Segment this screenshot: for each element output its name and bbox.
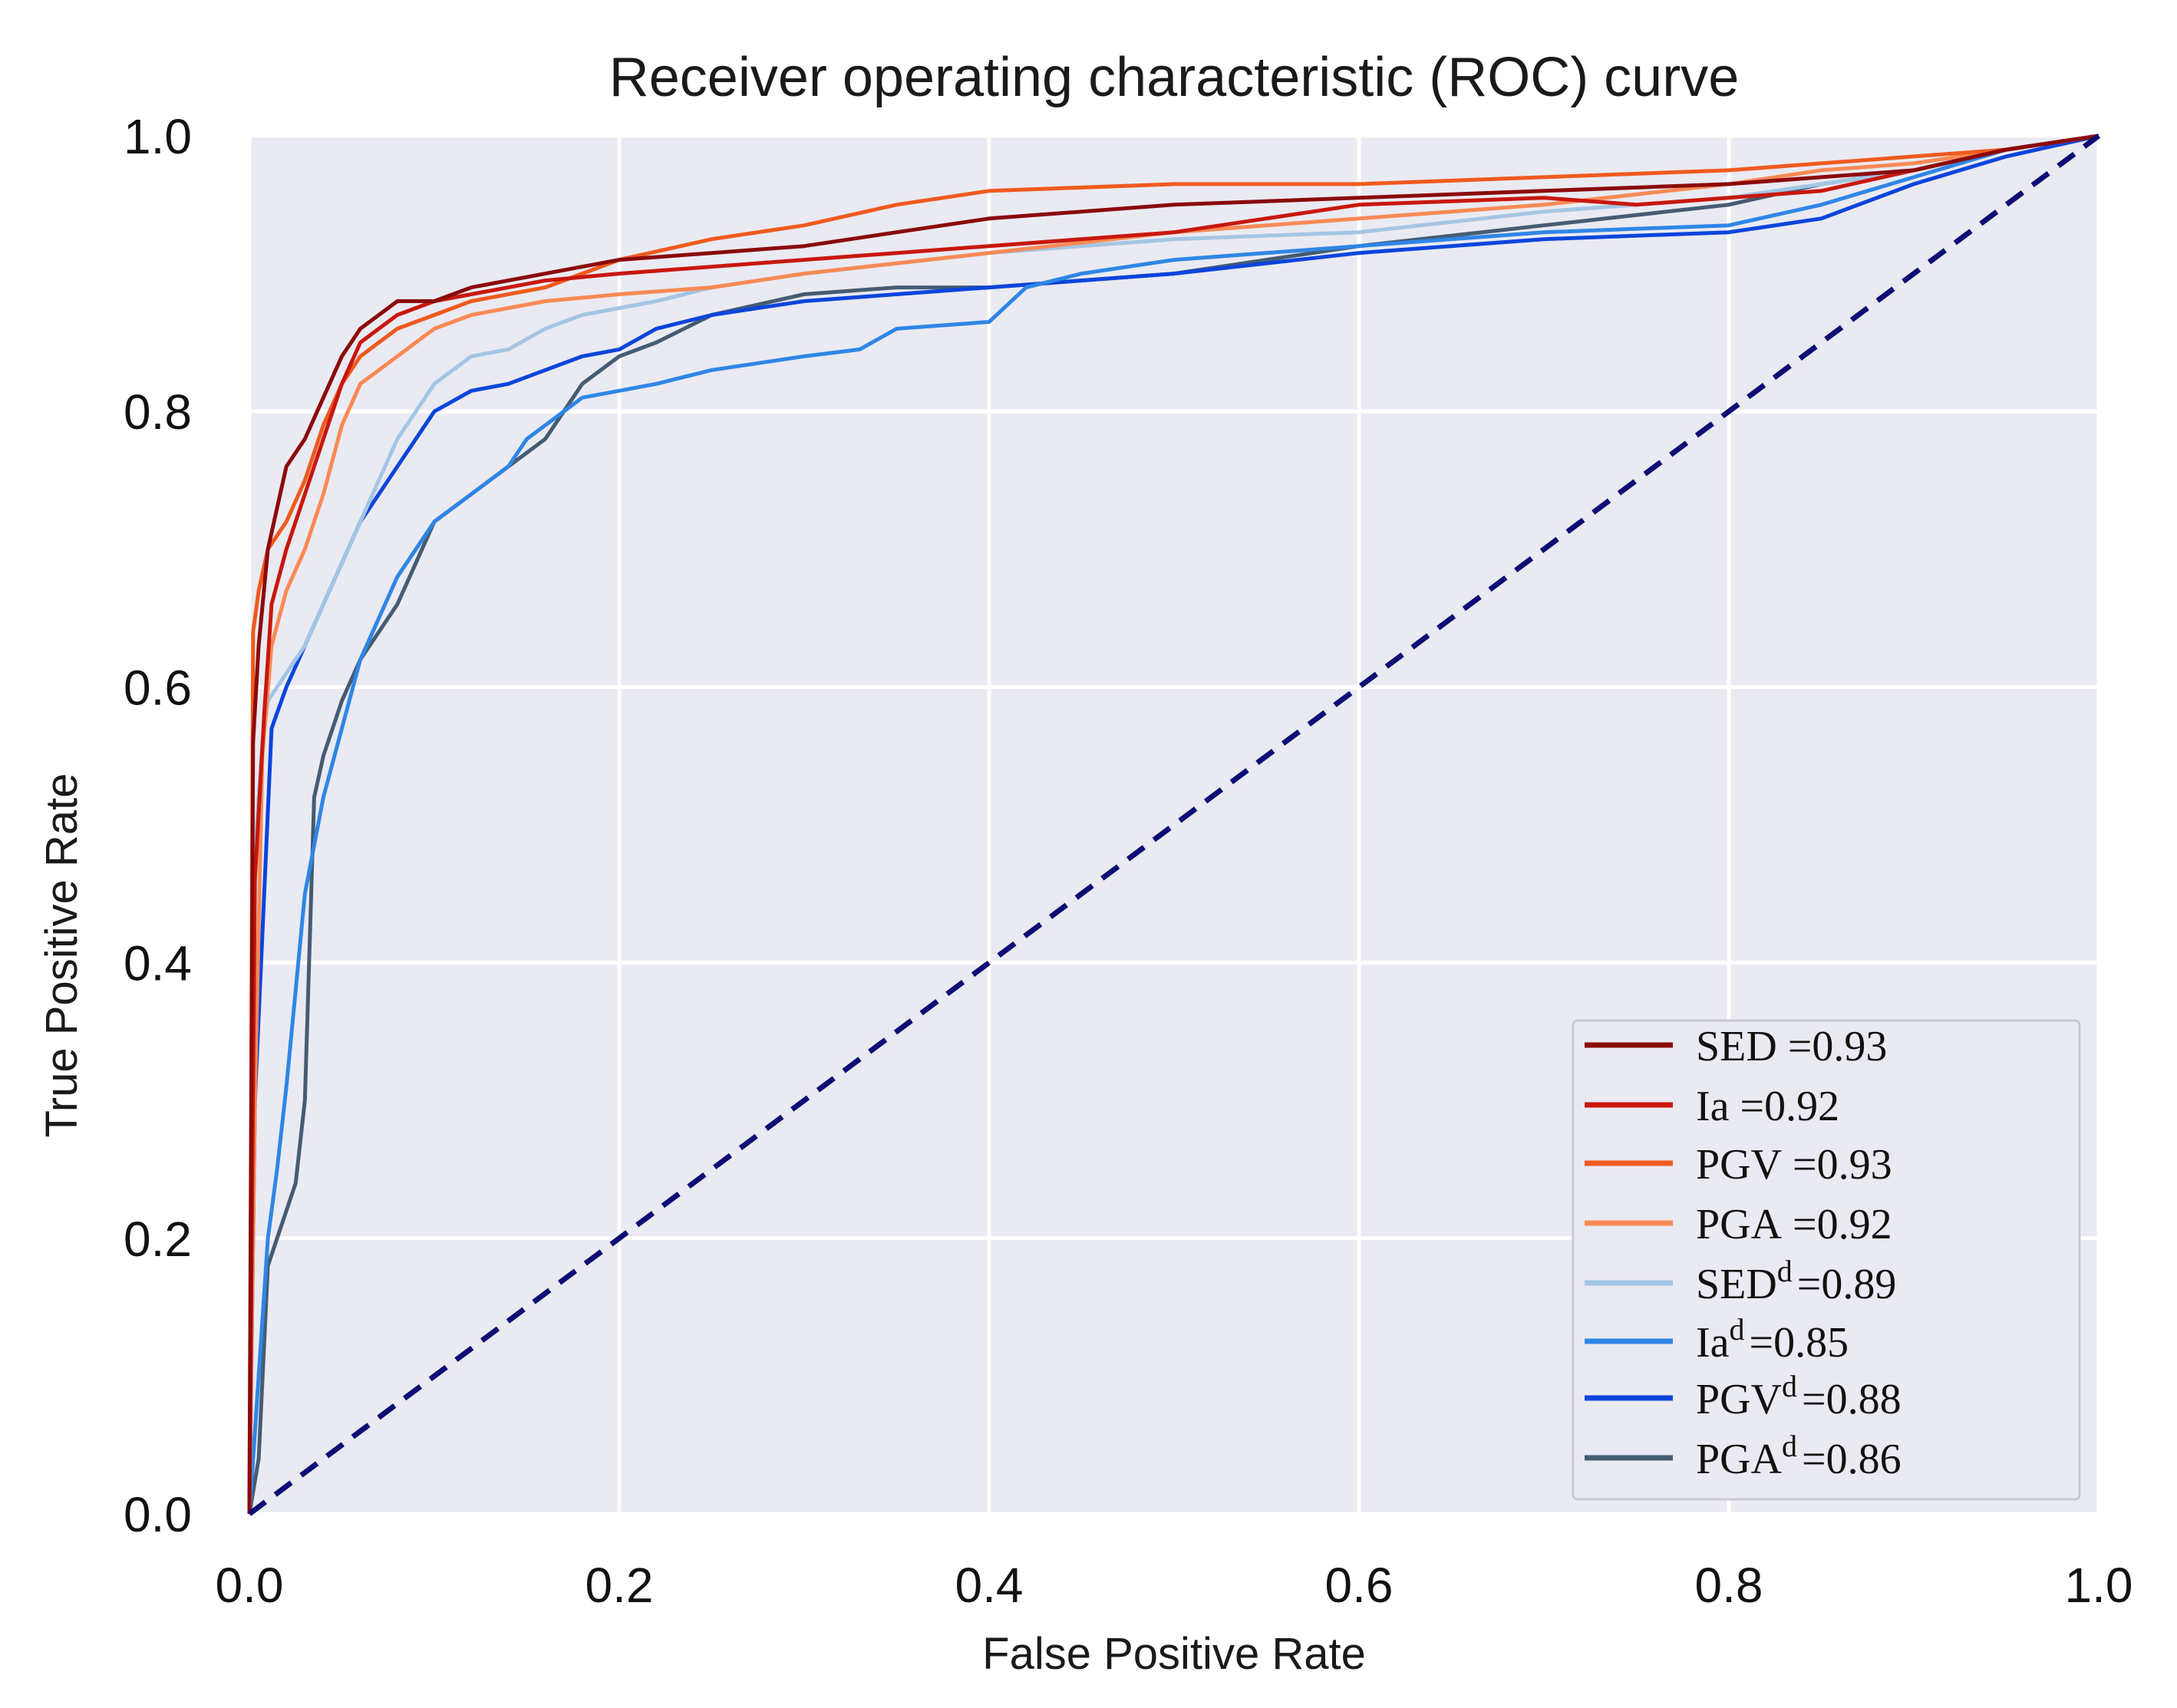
legend-value: =0.86 — [1802, 1436, 1902, 1483]
chart-title: Receiver operating characteristic (ROC) … — [609, 47, 1739, 108]
legend-value: =0.93 — [1793, 1141, 1892, 1189]
legend-superscript: d — [1782, 1429, 1797, 1463]
x-tick-label: 0.4 — [955, 1558, 1024, 1613]
y-tick-label: 0.6 — [124, 660, 192, 715]
legend-value: =0.92 — [1740, 1083, 1840, 1130]
x-tick-label: 1.0 — [2065, 1558, 2133, 1613]
x-tick-label: 0.2 — [585, 1558, 654, 1613]
y-tick-label: 0.0 — [124, 1487, 192, 1542]
legend-name: Ia — [1696, 1083, 1730, 1130]
legend-label: PGV =0.93 — [1696, 1141, 1892, 1189]
legend-superscript: d — [1782, 1369, 1797, 1403]
y-tick-label: 0.8 — [124, 384, 192, 440]
y-axis-label: True Positive Rate — [37, 773, 87, 1138]
legend-name: SED — [1696, 1023, 1777, 1070]
legend-label: SEDd =0.89 — [1696, 1254, 1896, 1308]
legend-name: PGA — [1696, 1436, 1783, 1483]
y-tick-labels: 0.0 0.2 0.4 0.6 0.8 1.0 — [124, 109, 192, 1542]
series-line-pga — [247, 134, 2099, 1515]
legend-frame — [1572, 1019, 2081, 1501]
legend-value: =0.92 — [1793, 1201, 1892, 1248]
legend-name: PGV — [1696, 1376, 1782, 1423]
series-line-ia-d — [247, 134, 2099, 1515]
x-tick-label: 0.0 — [216, 1558, 284, 1613]
x-tick-label: 0.8 — [1695, 1558, 1763, 1613]
legend-value: =0.89 — [1797, 1261, 1897, 1308]
x-axis-label: False Positive Rate — [982, 1629, 1366, 1679]
legend-value: =0.85 — [1750, 1319, 1849, 1367]
legend-label: SED =0.93 — [1696, 1023, 1887, 1070]
x-tick-label: 0.6 — [1325, 1558, 1394, 1613]
legend-name: Ia — [1696, 1319, 1730, 1367]
legend-label: Ia =0.92 — [1696, 1083, 1839, 1130]
series-line-ia — [247, 134, 2099, 1515]
legend-label: PGA =0.92 — [1696, 1201, 1892, 1248]
legend-value: =0.93 — [1788, 1023, 1888, 1070]
legend-label: PGAd =0.86 — [1696, 1429, 1902, 1483]
y-tick-label: 0.2 — [124, 1212, 192, 1267]
legend-name: PGV — [1696, 1141, 1782, 1189]
series-lines — [247, 134, 2099, 1515]
series-line-sed-d — [247, 134, 2099, 1515]
y-tick-label: 1.0 — [124, 109, 192, 164]
x-tick-labels: 0.0 0.2 0.4 0.6 0.8 1.0 — [216, 1558, 2133, 1613]
legend-value: =0.88 — [1802, 1376, 1902, 1423]
legend-label: Iad =0.85 — [1696, 1312, 1849, 1367]
legend-label: PGVd =0.88 — [1696, 1369, 1902, 1423]
series-line-sed — [247, 134, 2099, 1515]
legend-superscript: d — [1777, 1254, 1793, 1288]
y-tick-label: 0.4 — [124, 936, 192, 991]
legend-name: SED — [1696, 1261, 1777, 1308]
series-line-pga-d — [247, 134, 2099, 1515]
legend-superscript: d — [1730, 1312, 1745, 1347]
legend-name: PGA — [1696, 1201, 1783, 1248]
